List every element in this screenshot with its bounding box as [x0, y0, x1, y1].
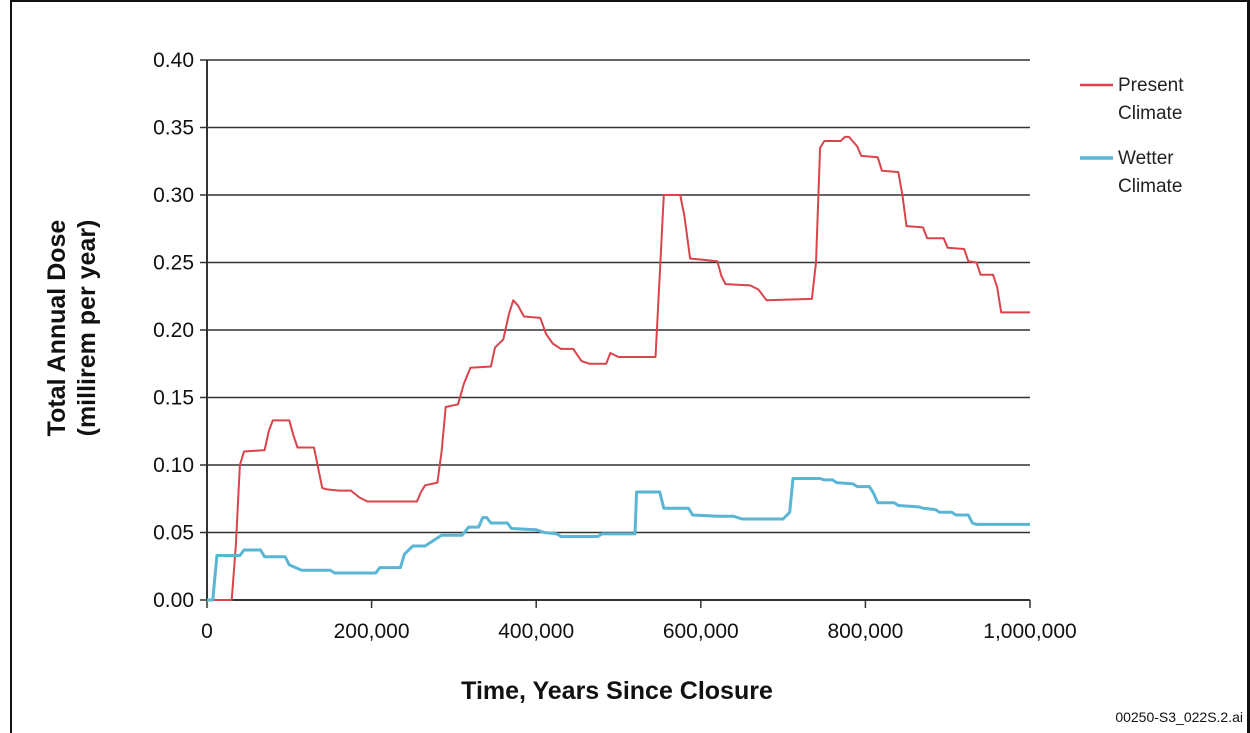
y-tick-label-4: 0.20	[153, 319, 194, 342]
axes	[200, 59, 1031, 608]
legend-label-present-line1: Present	[1118, 75, 1184, 96]
x-axis-title: Time, Years Since Closure	[461, 677, 773, 705]
x-tick-label-4: 800,000	[827, 620, 903, 643]
series-line-wetter-climate	[207, 477, 1030, 602]
y-tick-label-2: 0.10	[153, 454, 194, 477]
legend-label-wetter-line1: Wetter	[1118, 148, 1174, 169]
legend-label-present-line2: Climate	[1118, 103, 1182, 124]
x-tick-label-3: 600,000	[663, 620, 739, 643]
x-tick-label-2: 400,000	[498, 620, 574, 643]
x-tick-label-5: 1,000,000	[983, 620, 1076, 643]
y-tick-label-3: 0.15	[153, 387, 194, 410]
y-axis-title-line2: (millirem per year)	[73, 220, 101, 437]
y-tick-label-1: 0.05	[153, 522, 194, 545]
y-tick-label-8: 0.40	[153, 49, 194, 72]
grid-lines	[207, 59, 1030, 534]
x-tick-labels: 0 200,000 400,000 600,000 800,000 1,000,000	[201, 620, 1077, 643]
legend-label-wetter-line2: Climate	[1118, 176, 1182, 197]
y-tick-label-0: 0.00	[153, 589, 194, 612]
y-tick-label-6: 0.30	[153, 184, 194, 207]
y-tick-label-7: 0.35	[153, 117, 194, 140]
series-line-present-climate	[207, 135, 1030, 601]
legend-item-wetter-climate: Wetter Climate	[1080, 148, 1182, 197]
legend-item-present-climate: Present Climate	[1080, 75, 1184, 124]
y-axis-title: Total Annual Dose (millirem per year)	[43, 220, 101, 437]
figure-frame	[10, 0, 1250, 733]
y-tick-labels: 0.00 0.05 0.10 0.15 0.20 0.25 0.30 0.35 0.40	[153, 49, 194, 612]
x-tick-label-1: 200,000	[334, 620, 410, 643]
figure-file-id: 00250-S3_022S.2.ai	[1115, 709, 1243, 725]
legend: Present Climate Wetter Climate	[1080, 75, 1184, 197]
x-tick-label-0: 0	[201, 620, 213, 643]
series-lines	[207, 135, 1030, 602]
y-axis-title-line1: Total Annual Dose	[43, 220, 71, 437]
y-tick-label-5: 0.25	[153, 252, 194, 275]
